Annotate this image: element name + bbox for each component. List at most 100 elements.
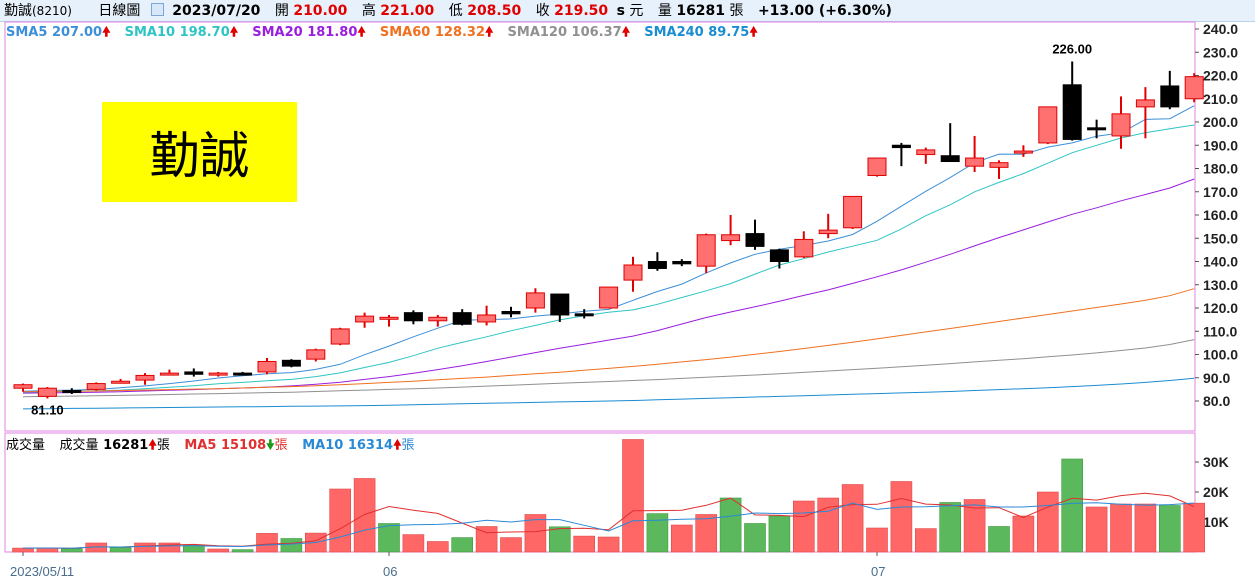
x-axis-label: 2023/05/11 (10, 564, 74, 579)
candle-body (208, 372, 228, 376)
price-axis-label: 130.0 (1203, 277, 1238, 293)
ma-line-sma240 (22, 377, 1195, 410)
price-annotation: 81.10 (31, 402, 64, 417)
volume-bar (378, 523, 400, 553)
volume-panel-title: 成交量 (6, 438, 46, 453)
volume-bar (451, 537, 474, 553)
candle-body (1013, 150, 1033, 154)
volume-bar (695, 514, 718, 553)
quote-header: 勤誠(8210) 日線圖 2023/07/20 開 210.00 高 221.0… (0, 0, 1255, 22)
candle-body (672, 261, 692, 265)
volume-bar (841, 484, 864, 553)
sma-legend-label: SMA240 (644, 25, 709, 40)
candle-body (86, 383, 106, 390)
sma-legend-item: SMA60 128.32🠝 (380, 25, 494, 40)
close-value: 219.50 (554, 3, 609, 19)
price-axis-label: 210.0 (1203, 91, 1238, 107)
sma-legend-value: 128.32 (434, 25, 486, 40)
volume-bar (60, 548, 83, 553)
price-axis-label: 80.0 (1203, 393, 1230, 409)
ma10-up-arrow-icon: 🠝 (393, 438, 402, 453)
volume-bar (158, 542, 181, 553)
volume-bar (792, 500, 815, 553)
candle-body (867, 157, 887, 176)
candle-body (184, 371, 204, 375)
candle-body (257, 360, 277, 373)
volume-bar (1085, 506, 1108, 553)
candle-body (647, 261, 667, 269)
sma-up-arrow-icon: 🠝 (102, 25, 111, 40)
volume-bar (500, 537, 522, 553)
ma-line-sma120 (22, 339, 1195, 398)
candle-body (355, 315, 375, 323)
sma-legend-label: SMA120 (507, 25, 572, 40)
candle-body (477, 314, 497, 323)
price-axis-label: 100.0 (1203, 347, 1238, 363)
volume-bar (622, 439, 644, 553)
price-axis-label: 170.0 (1203, 184, 1238, 200)
volume-legend-unit: 張 (156, 438, 170, 453)
chart-kind-dropdown[interactable] (150, 3, 164, 16)
unit-label: 元 (629, 3, 644, 19)
sma-up-arrow-icon: 🠝 (749, 25, 758, 40)
candle-body (403, 312, 423, 322)
candle-body (550, 293, 570, 316)
change-value: +13.00 (+6.30%) (757, 3, 892, 19)
high-label: 高 (361, 3, 376, 19)
candle-body (452, 312, 472, 325)
sma-legend: SMA5 207.00🠝 SMA10 198.70🠝 SMA20 181.80🠝 SM… (6, 23, 772, 40)
candle-body (428, 316, 448, 322)
candle-body (1111, 113, 1131, 137)
price-axis-label: 160.0 (1203, 207, 1238, 223)
volume-bar (1110, 503, 1132, 553)
volume-axis-label: 10K (1203, 514, 1229, 530)
candle-body (1087, 127, 1107, 131)
stock-label-box: 勤誠 (102, 102, 297, 202)
candle-body (1160, 85, 1180, 108)
sma-legend-value: 106.37 (571, 25, 622, 40)
price-axis-label: 180.0 (1203, 161, 1238, 177)
volume-bar (280, 538, 303, 553)
price-axis-label: 90.0 (1203, 370, 1230, 386)
volume-bar (1012, 515, 1035, 553)
volume-bar (768, 515, 791, 553)
sma-legend-value: 198.70 (179, 25, 230, 40)
volume-bar (963, 499, 986, 553)
ma5-down-arrow-icon: 🠟 (266, 438, 275, 453)
ma-line-sma60 (22, 288, 1195, 393)
candle-body (1038, 106, 1058, 144)
candle-body (379, 316, 399, 320)
candle-body (281, 359, 301, 367)
ma5-legend-unit: 張 (274, 438, 288, 453)
volume-bar (1159, 505, 1181, 553)
volume-bar (1037, 491, 1059, 553)
volume-bar (1134, 503, 1157, 553)
ma10-legend-unit: 張 (401, 438, 415, 453)
low-value: 208.50 (467, 3, 522, 19)
volume-bar (1183, 502, 1205, 553)
price-annotation: 226.00 (1052, 42, 1092, 57)
volume-bar (1061, 458, 1083, 553)
volume-value: 16281 (676, 3, 726, 19)
candle-body (623, 264, 643, 281)
sma-legend-label: SMA10 (124, 25, 180, 40)
low-label: 低 (448, 3, 463, 19)
candle-body (818, 229, 838, 235)
volume-bar (353, 478, 376, 553)
volume-axis-label: 20K (1203, 484, 1229, 500)
volume-legend-value: 16281 (103, 438, 149, 453)
volume-axis-label: 30K (1203, 454, 1229, 470)
candle-body (916, 149, 936, 156)
candle-body (721, 234, 741, 242)
volume-bar (109, 547, 132, 553)
volume-ma10-line (22, 502, 1195, 549)
volume-bar (939, 502, 962, 553)
candle-body (233, 372, 253, 376)
volume-bar (719, 497, 742, 553)
volume-bar (524, 514, 547, 553)
candle-body (159, 372, 179, 376)
volume-bar (426, 541, 449, 553)
candle-body (965, 157, 985, 167)
sma-up-arrow-icon: 🠝 (621, 25, 631, 40)
